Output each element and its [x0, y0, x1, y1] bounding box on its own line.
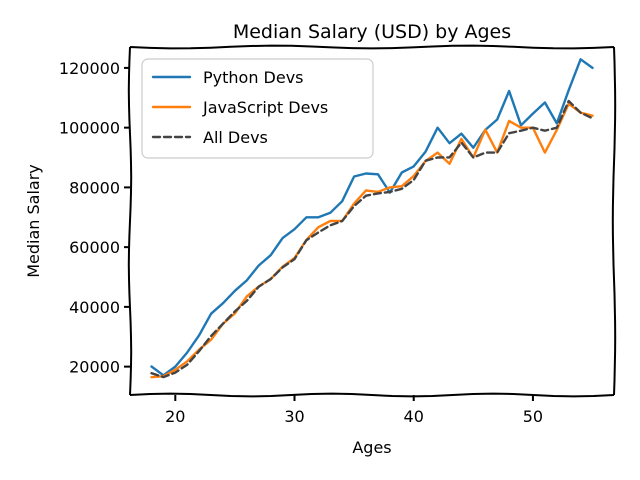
y-tick-label: 100000 [59, 119, 120, 138]
legend-label: JavaScript Devs [202, 98, 328, 117]
y-tick-label: 20000 [69, 358, 120, 377]
series-layer [150, 58, 594, 379]
series-line [150, 58, 594, 377]
chart-title: Median Salary (USD) by Ages [233, 21, 511, 43]
y-tick-label: 60000 [69, 238, 120, 257]
x-tick-label: 40 [404, 407, 424, 426]
legend-label: All Devs [203, 128, 268, 147]
y-tick-label: 120000 [59, 59, 120, 78]
legend: Python Devs JavaScript Devs All Devs [141, 58, 374, 159]
axis-ticks: 20 30 40 50 20000 40000 60000 80000 100000 120000 [59, 59, 543, 426]
y-tick-label: 80000 [69, 178, 120, 197]
y-tick-label: 40000 [69, 298, 120, 317]
plot-frame [127, 44, 617, 398]
x-tick-label: 20 [165, 407, 185, 426]
legend-box [141, 58, 374, 159]
x-axis-label: Ages [352, 438, 391, 457]
x-tick-label: 30 [284, 407, 304, 426]
series-line [150, 102, 594, 379]
x-tick-label: 50 [523, 407, 543, 426]
series-line [150, 99, 594, 379]
y-axis-label: Median Salary [24, 164, 43, 278]
legend-label: Python Devs [203, 68, 304, 87]
